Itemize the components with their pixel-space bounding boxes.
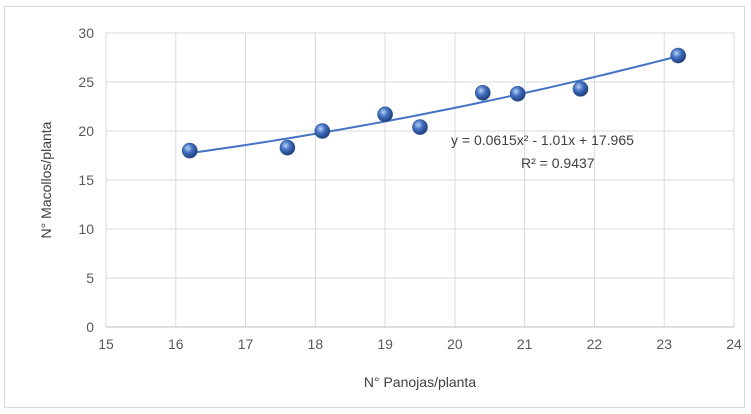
x-tick-label: 24 [726, 336, 742, 352]
trendline-r2: R² = 0.9437 [521, 155, 595, 171]
y-axis-title: N° Macollos/planta [38, 121, 54, 238]
x-tick-label: 18 [308, 336, 324, 352]
data-points [181, 47, 686, 159]
y-tick-label: 20 [78, 123, 94, 139]
x-axis-title: N° Panojas/planta [364, 374, 476, 390]
x-tick-label: 19 [377, 336, 393, 352]
data-point [377, 106, 393, 123]
x-tick-label: 16 [168, 336, 184, 352]
scatter-chart: 15 16 17 18 19 20 21 22 23 24 0 5 10 15 20 25 30 N° Pano… [38, 25, 742, 390]
x-tick-label: 15 [98, 336, 114, 352]
x-tick-label: 21 [517, 336, 533, 352]
x-tick-label: 20 [447, 336, 463, 352]
trendline-equation: y = 0.0615x² - 1.01x + 17.965 [451, 132, 634, 148]
grid-lines [106, 32, 735, 327]
trendline [189, 55, 679, 155]
y-tick-label: 0 [86, 319, 94, 335]
data-point [279, 139, 296, 156]
x-tick-label: 17 [238, 336, 254, 352]
x-tick-label: 22 [587, 336, 603, 352]
data-point [474, 84, 491, 101]
data-point [412, 119, 428, 135]
trendline-layer [189, 55, 679, 155]
data-point [314, 123, 331, 139]
data-point [181, 142, 198, 159]
y-tick-label: 15 [78, 172, 94, 188]
data-point [509, 85, 526, 102]
axes [105, 33, 734, 328]
y-tick-label: 25 [78, 74, 94, 90]
y-tick-label: 10 [78, 221, 94, 237]
x-tick-label: 23 [656, 336, 672, 352]
data-point [572, 81, 589, 97]
y-tick-label: 30 [78, 25, 94, 41]
data-point [670, 47, 686, 64]
chart-area: 15 16 17 18 19 20 21 22 23 24 0 5 10 15 20 25 30 N° Pano… [4, 6, 745, 408]
tick-labels: 15 16 17 18 19 20 21 22 23 24 0 5 10 15 20 25 30 [78, 25, 742, 352]
y-tick-label: 5 [86, 270, 94, 286]
